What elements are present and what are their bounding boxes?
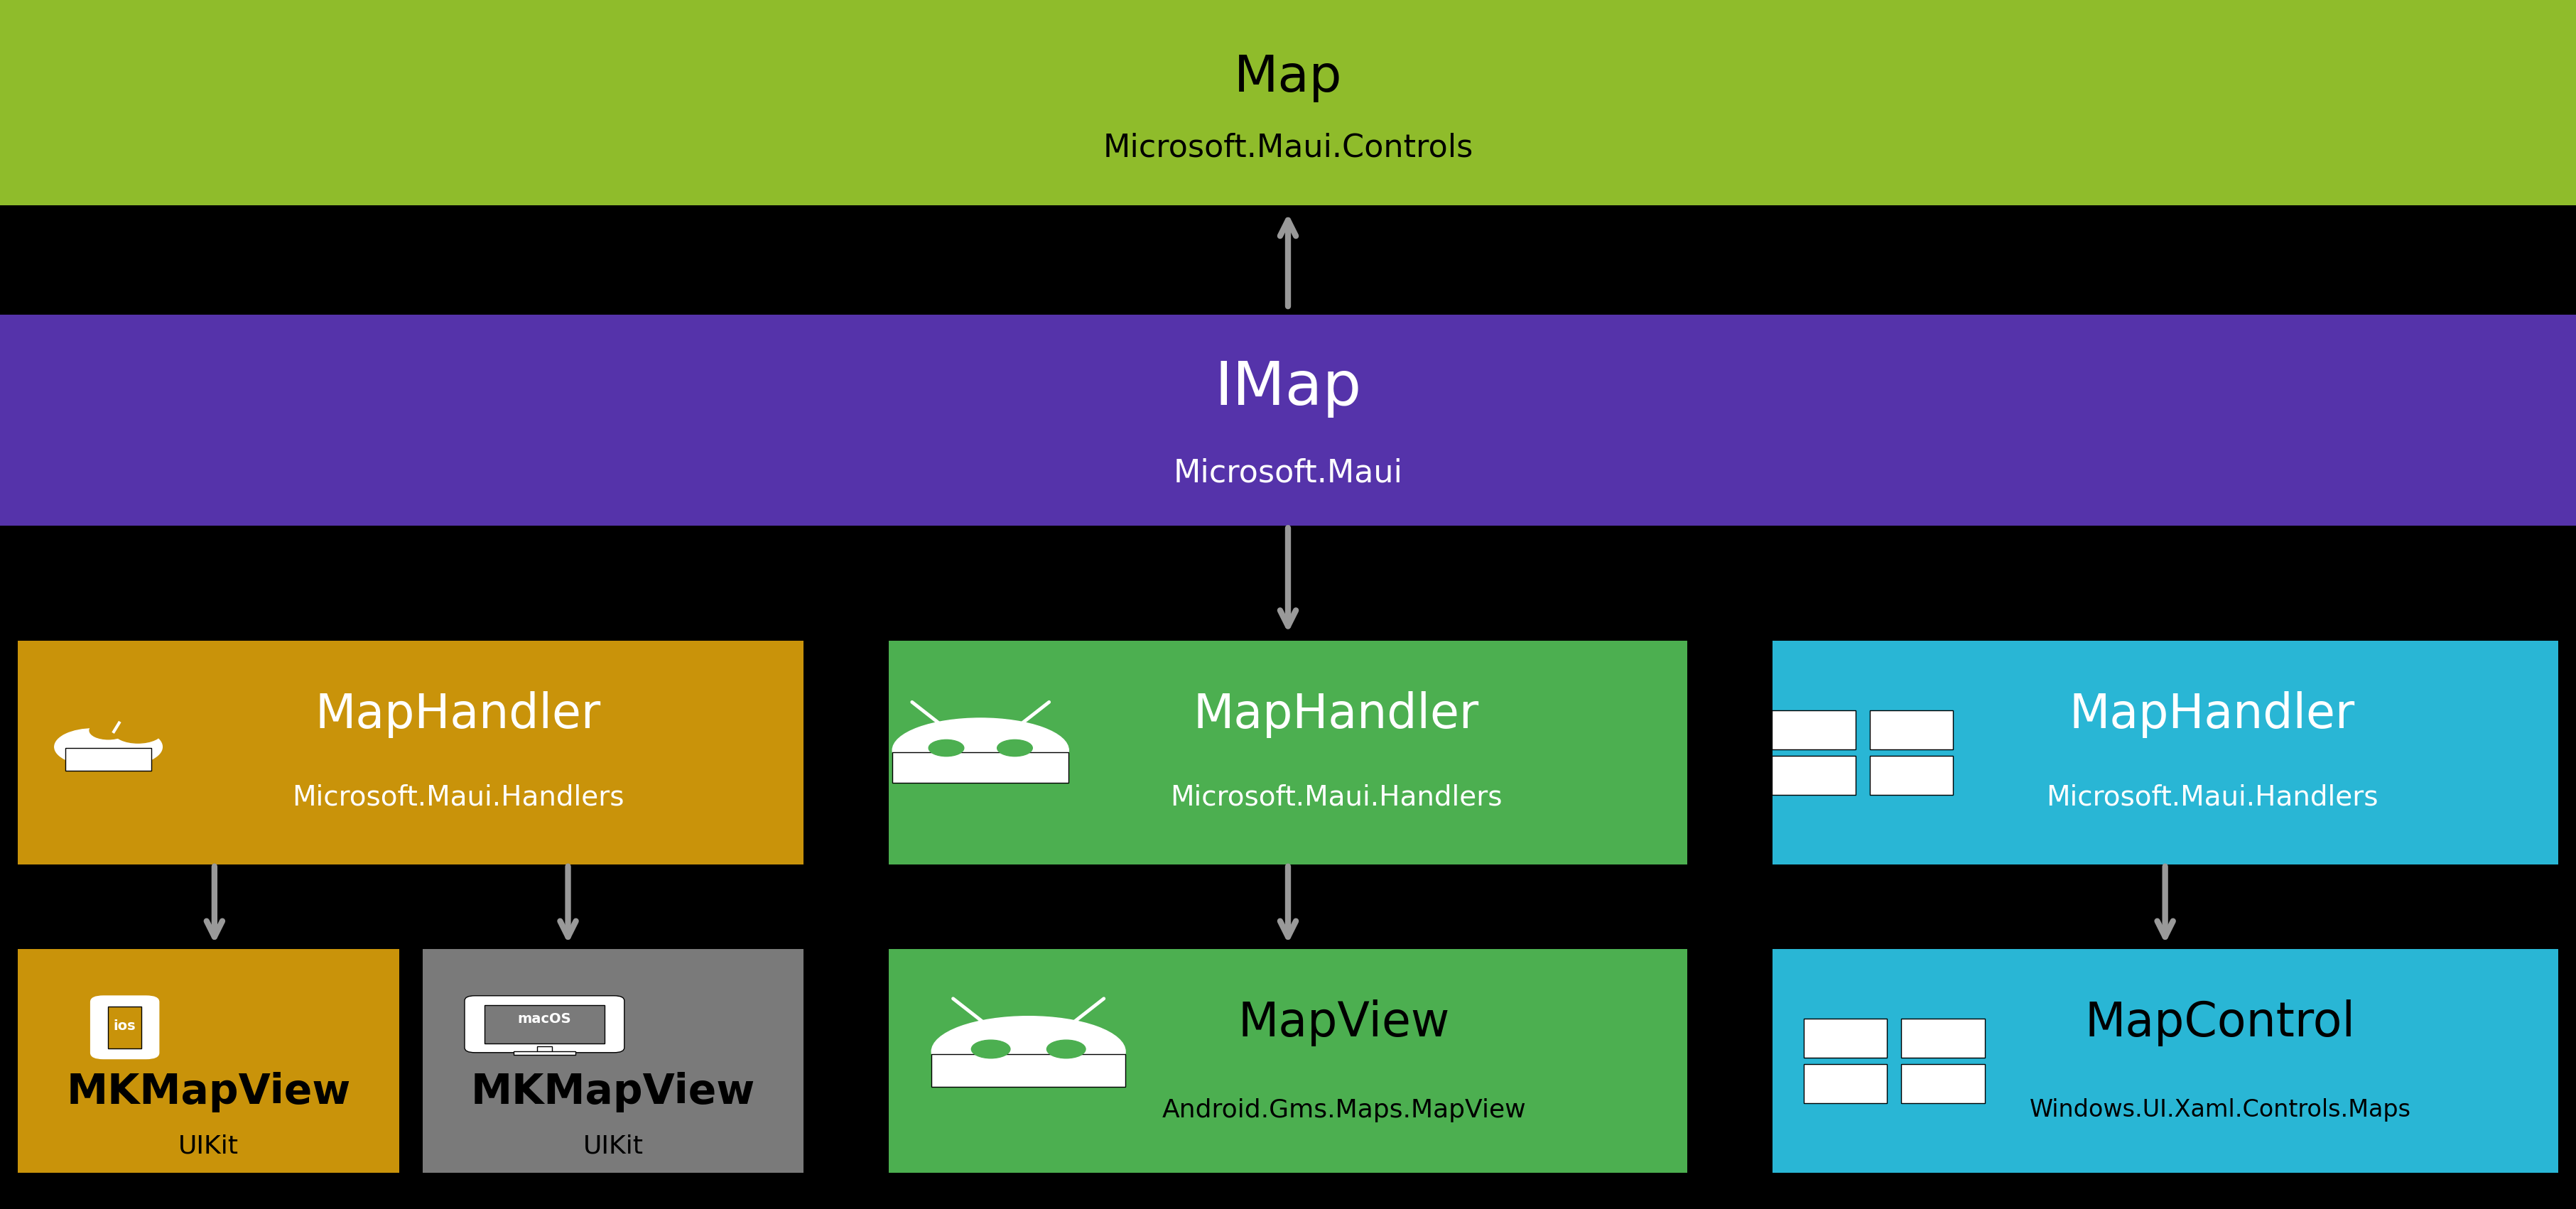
FancyBboxPatch shape	[891, 752, 1069, 782]
Circle shape	[997, 740, 1033, 757]
Circle shape	[971, 1040, 1010, 1058]
FancyBboxPatch shape	[108, 1006, 142, 1048]
Text: UIKit: UIKit	[582, 1134, 644, 1158]
Text: Map: Map	[1234, 53, 1342, 103]
FancyBboxPatch shape	[1901, 1018, 1984, 1058]
Circle shape	[90, 722, 126, 739]
Circle shape	[1046, 1040, 1084, 1058]
Text: ios: ios	[113, 1019, 137, 1032]
Circle shape	[113, 721, 162, 744]
FancyBboxPatch shape	[889, 641, 1687, 864]
Ellipse shape	[891, 718, 1069, 782]
Text: MapHandler: MapHandler	[2069, 692, 2354, 737]
Text: MapControl: MapControl	[2084, 1000, 2354, 1046]
FancyBboxPatch shape	[64, 748, 152, 771]
Text: Microsoft.Maui.Handlers: Microsoft.Maui.Handlers	[291, 783, 623, 811]
FancyBboxPatch shape	[933, 1054, 1126, 1087]
FancyBboxPatch shape	[513, 1052, 574, 1055]
FancyBboxPatch shape	[18, 641, 804, 864]
Circle shape	[80, 731, 139, 759]
FancyBboxPatch shape	[1772, 641, 2558, 864]
Ellipse shape	[933, 1017, 1126, 1087]
Circle shape	[85, 729, 162, 765]
FancyBboxPatch shape	[536, 1047, 551, 1053]
Text: MKMapView: MKMapView	[471, 1072, 755, 1112]
FancyBboxPatch shape	[1870, 756, 1953, 796]
FancyBboxPatch shape	[1901, 1064, 1984, 1104]
Circle shape	[54, 729, 131, 765]
Text: Microsoft.Maui: Microsoft.Maui	[1172, 458, 1404, 488]
Text: MapHandler: MapHandler	[314, 692, 600, 737]
Text: Windows.UI.Xaml.Controls.Maps: Windows.UI.Xaml.Controls.Maps	[2030, 1099, 2411, 1122]
FancyBboxPatch shape	[1870, 710, 1953, 750]
FancyBboxPatch shape	[1803, 1064, 1886, 1104]
FancyBboxPatch shape	[18, 949, 399, 1173]
FancyBboxPatch shape	[422, 949, 804, 1173]
FancyBboxPatch shape	[90, 996, 160, 1059]
Text: macOS: macOS	[518, 1012, 572, 1025]
FancyBboxPatch shape	[1803, 1018, 1886, 1058]
Text: MapView: MapView	[1239, 1000, 1450, 1046]
Text: MKMapView: MKMapView	[67, 1072, 350, 1112]
FancyBboxPatch shape	[464, 996, 623, 1053]
Text: Microsoft.Maui.Handlers: Microsoft.Maui.Handlers	[2045, 783, 2378, 811]
FancyBboxPatch shape	[0, 0, 2576, 206]
Text: Android.Gms.Maps.MapView: Android.Gms.Maps.MapView	[1162, 1098, 1525, 1122]
FancyBboxPatch shape	[1772, 756, 1855, 796]
Text: MapHandler: MapHandler	[1193, 692, 1479, 737]
FancyBboxPatch shape	[0, 314, 2576, 526]
Text: Microsoft.Maui.Controls: Microsoft.Maui.Controls	[1103, 133, 1473, 163]
FancyBboxPatch shape	[889, 949, 1687, 1173]
Text: Microsoft.Maui.Handlers: Microsoft.Maui.Handlers	[1170, 783, 1502, 811]
Circle shape	[930, 740, 963, 757]
Text: UIKit: UIKit	[178, 1134, 240, 1158]
FancyBboxPatch shape	[1772, 949, 2558, 1173]
FancyBboxPatch shape	[1772, 710, 1855, 750]
Text: IMap: IMap	[1213, 359, 1363, 418]
FancyBboxPatch shape	[484, 1005, 605, 1043]
